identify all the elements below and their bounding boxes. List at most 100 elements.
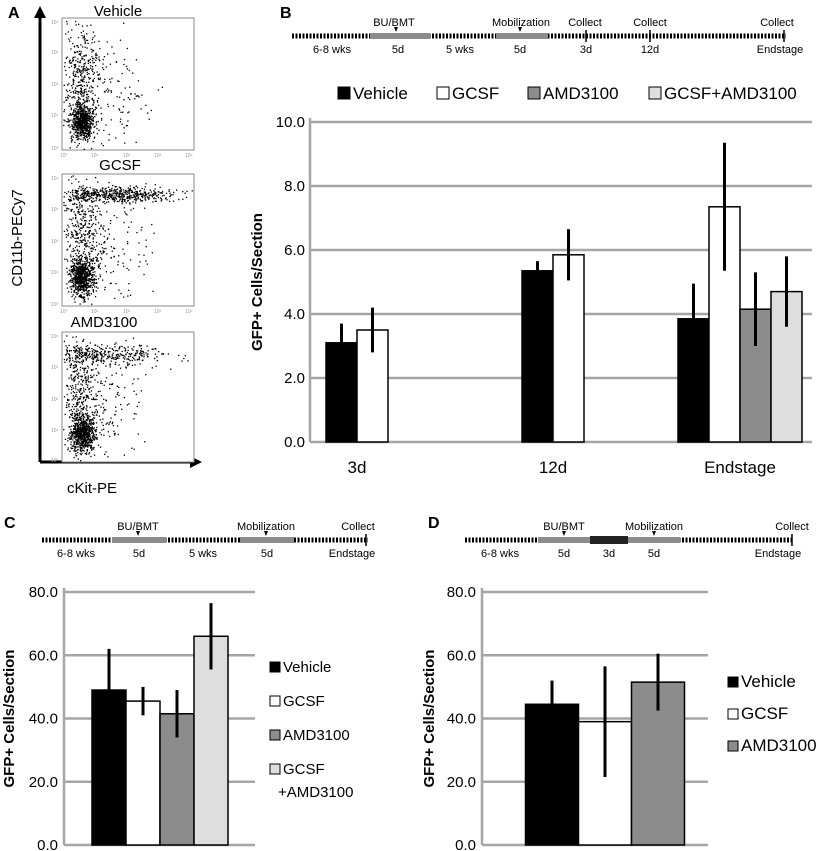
flow-event-dot <box>131 364 134 366</box>
flow-xtick: 10⁰ <box>60 153 68 159</box>
flow-event-dot <box>116 200 119 203</box>
flow-event-dot <box>83 132 85 135</box>
flow-event-dot <box>87 418 89 420</box>
flow-event-dot <box>78 126 80 128</box>
flow-event-dot <box>74 364 76 367</box>
flow-event-dot <box>86 355 88 357</box>
flow-event-dot <box>91 439 93 442</box>
flow-event-dot <box>87 416 89 419</box>
flow-event-dot <box>73 367 75 369</box>
flow-event-dot <box>69 59 71 61</box>
flow-event-dot <box>75 190 77 193</box>
flow-event-dot <box>138 344 141 346</box>
flow-event-dot <box>83 106 85 108</box>
flow-event-dot <box>67 273 69 276</box>
flow-event-dot <box>89 235 91 237</box>
flow-event-dot <box>83 213 85 215</box>
flow-event-dot <box>91 357 93 359</box>
flow-event-dot <box>85 234 87 236</box>
flow-event-dot <box>78 119 80 121</box>
flow-event-dot <box>86 423 89 425</box>
flow-event-dot <box>71 125 73 127</box>
flow-event-dot <box>102 201 104 203</box>
flow-event-dot <box>86 441 88 443</box>
flow-event-dot <box>117 264 119 266</box>
flow-event-dot <box>81 348 83 350</box>
flow-event-dot <box>84 274 86 276</box>
flow-event-dot <box>150 109 152 112</box>
flow-event-dot <box>85 272 87 275</box>
flow-event-dot <box>77 118 79 120</box>
flow-event-dot <box>145 352 147 354</box>
flow-event-dot <box>86 450 88 452</box>
flow-event-dot <box>75 270 77 272</box>
flow-event-dot <box>136 405 138 408</box>
flow-event-dot <box>124 349 127 351</box>
flow-event-dot <box>78 281 80 284</box>
flow-event-dot <box>88 432 90 435</box>
flow-event-dot <box>91 363 93 365</box>
flow-event-dot <box>78 442 81 444</box>
flow-event-dot <box>144 207 146 209</box>
flow-event-dot <box>118 194 120 196</box>
flow-event-dot <box>84 115 86 117</box>
flow-event-dot <box>121 123 123 125</box>
flow-event-dot <box>87 396 89 398</box>
flow-event-dot <box>81 286 83 289</box>
flow-event-dot <box>160 200 162 202</box>
flow-event-dot <box>91 233 93 236</box>
flow-event-dot <box>69 416 71 419</box>
flow-event-dot <box>135 141 137 143</box>
flow-event-dot <box>78 273 80 276</box>
flow-event-dot <box>67 440 69 442</box>
flow-event-dot <box>81 119 83 121</box>
flow-event-dot <box>79 274 81 276</box>
flow-event-dot <box>80 285 82 288</box>
flow-event-dot <box>89 197 91 199</box>
flow-event-dot <box>81 280 83 283</box>
flow-event-dot <box>79 272 81 274</box>
flow-event-dot <box>86 127 88 129</box>
flow-event-dot <box>76 132 78 134</box>
flow-event-dot <box>90 225 93 228</box>
flow-event-dot <box>89 253 91 255</box>
flow-event-dot <box>78 294 81 297</box>
flow-event-dot <box>81 129 83 131</box>
flow-event-dot <box>83 59 85 61</box>
flow-event-dot <box>77 281 79 284</box>
flow-event-dot <box>110 90 112 92</box>
flow-event-dot <box>108 194 111 197</box>
flow-event-dot <box>129 259 132 261</box>
flow-event-dot <box>70 231 73 233</box>
flow-event-dot <box>110 193 112 195</box>
flow-event-dot <box>83 296 85 298</box>
flow-event-dot <box>70 265 72 267</box>
flow-event-dot <box>83 90 85 92</box>
flow-event-dot <box>96 127 98 130</box>
flow-event-dot <box>82 430 84 432</box>
flow-event-dot <box>96 374 98 377</box>
flow-event-dot <box>156 360 159 362</box>
flow-event-dot <box>128 111 130 113</box>
flow-event-dot <box>86 261 89 263</box>
timeline-label: BU/BMT <box>117 521 159 533</box>
flow-event-dot <box>107 196 109 199</box>
flow-event-dot <box>81 56 83 58</box>
flow-event-dot <box>70 438 72 440</box>
flow-event-dot <box>88 137 91 139</box>
flow-event-dot <box>153 198 155 200</box>
flow-event-dot <box>101 382 103 385</box>
flow-event-dot <box>157 196 160 199</box>
flow-event-dot <box>136 232 138 234</box>
flow-event-dot <box>67 121 69 123</box>
flow-event-dot <box>94 249 96 251</box>
flow-xtick: 10⁰ <box>60 309 68 315</box>
flow-event-dot <box>94 177 97 179</box>
flow-event-dot <box>166 199 168 201</box>
flow-event-dot <box>93 412 96 414</box>
flow-event-dot <box>91 426 93 428</box>
flow-event-dot <box>120 92 122 94</box>
flow-event-dot <box>72 128 75 131</box>
flow-event-dot <box>93 113 95 115</box>
flow-event-dot <box>109 356 111 358</box>
